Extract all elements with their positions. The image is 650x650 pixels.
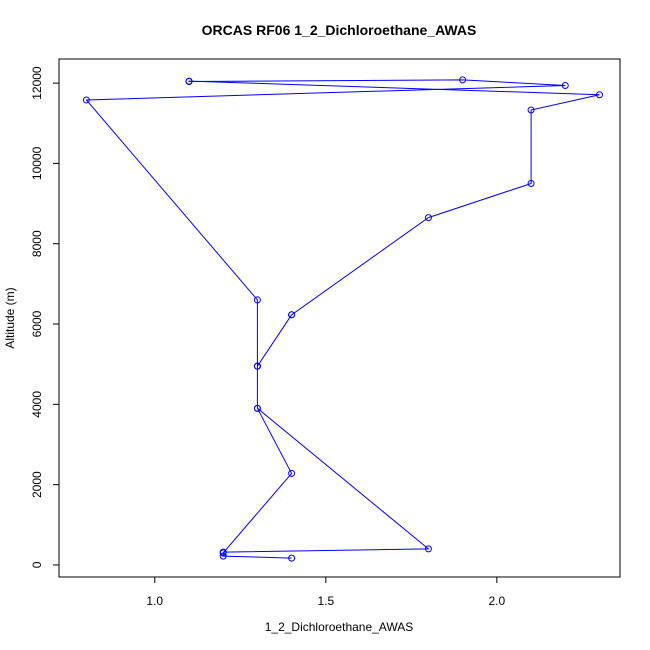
data-point <box>288 469 296 477</box>
data-point <box>595 91 603 99</box>
data-point <box>459 76 467 84</box>
x-tick-label: 1.5 <box>317 594 334 608</box>
data-point <box>253 404 261 412</box>
x-tick-label: 2.0 <box>489 594 506 608</box>
data-point <box>424 545 432 553</box>
data-point <box>219 552 227 560</box>
data-point <box>527 179 535 187</box>
data-point <box>527 106 535 114</box>
y-axis-label: Altitude (m) <box>3 287 17 348</box>
y-tick-label: 2000 <box>30 471 44 498</box>
y-tick-label: 10000 <box>30 146 44 180</box>
data-point <box>288 554 296 562</box>
data-points <box>82 76 603 562</box>
chart-title: ORCAS RF06 1_2_Dichloroethane_AWAS <box>202 22 477 38</box>
y-tick-label: 0 <box>30 561 44 568</box>
data-point <box>185 77 193 85</box>
data-point <box>82 96 90 104</box>
plot-frame <box>58 58 621 578</box>
y-tick-label: 6000 <box>30 310 44 337</box>
y-axis: 0 2000 4000 6000 8000 10000 12000 <box>30 66 59 568</box>
y-tick-label: 4000 <box>30 391 44 418</box>
data-point <box>253 362 261 370</box>
series-line <box>85 79 600 559</box>
data-point <box>424 214 432 222</box>
x-axis-label: 1_2_Dichloroethane_AWAS <box>265 620 414 634</box>
data-point <box>288 311 296 319</box>
data-point <box>561 82 569 90</box>
y-tick-label: 12000 <box>30 66 44 100</box>
x-tick-label: 1.0 <box>146 594 163 608</box>
y-tick-label: 8000 <box>30 230 44 257</box>
data-point <box>253 296 261 304</box>
data-point <box>219 549 227 557</box>
x-axis: 1.0 1.5 2.0 <box>146 577 506 608</box>
